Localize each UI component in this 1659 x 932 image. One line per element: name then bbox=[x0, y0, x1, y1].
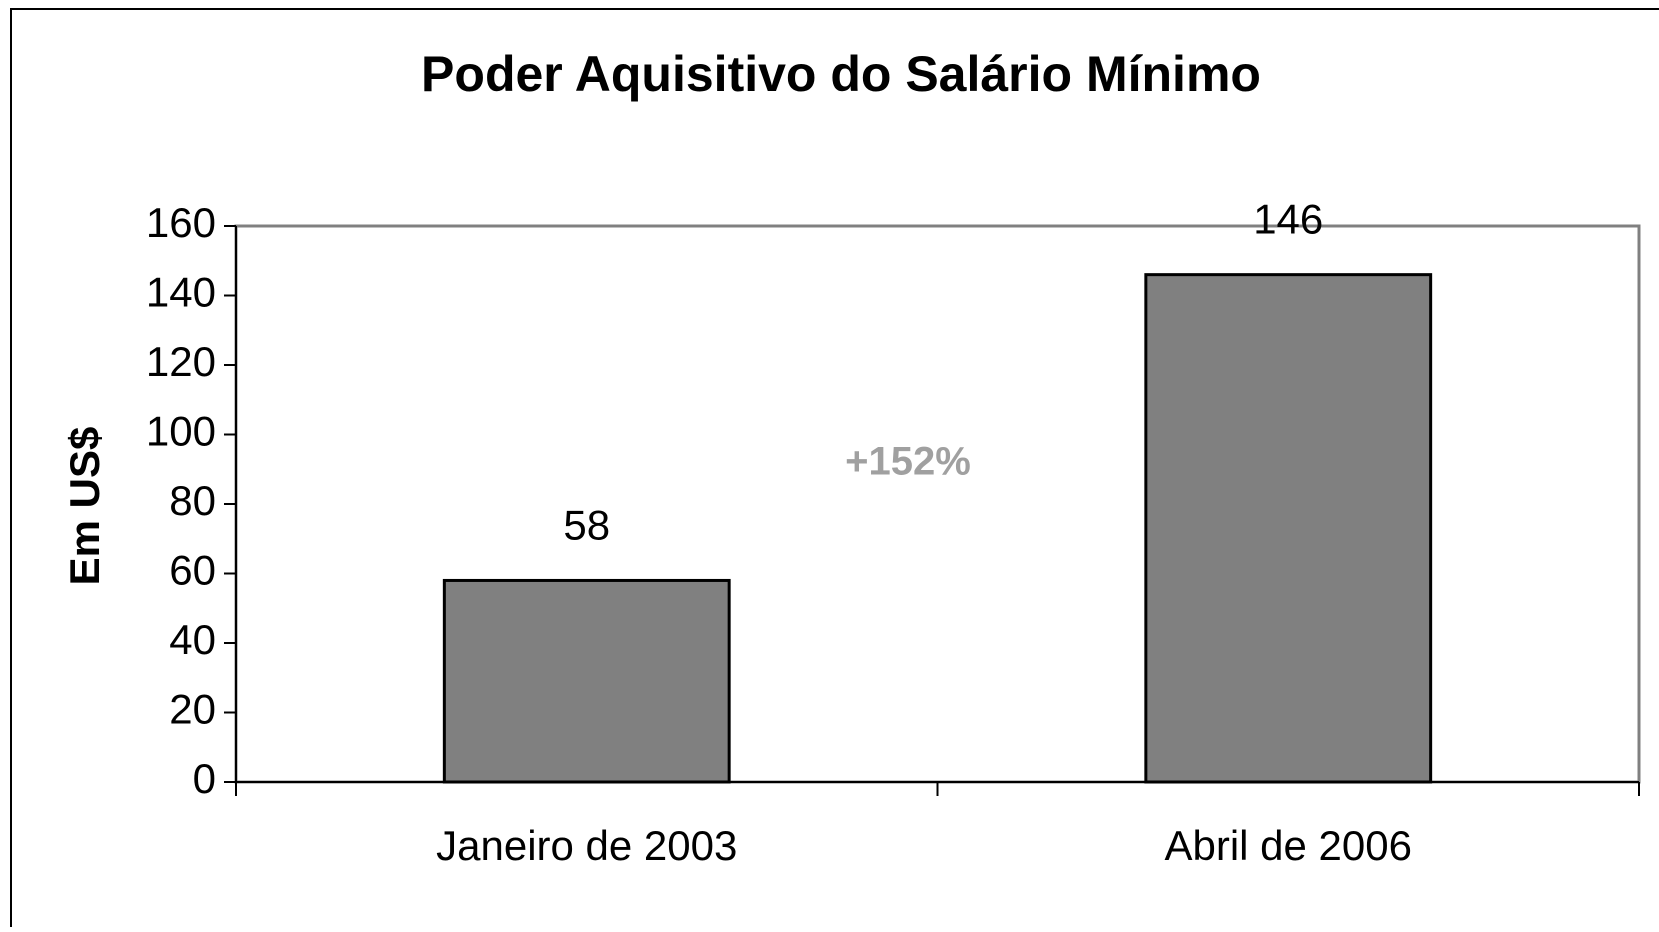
value-label: 58 bbox=[563, 502, 610, 549]
bar bbox=[442, 578, 731, 784]
y-tick-label: 0 bbox=[193, 755, 216, 802]
chart-title: Poder Aquisitivo do Salário Mínimo bbox=[421, 46, 1261, 102]
y-tick-label: 140 bbox=[146, 269, 216, 316]
y-tick-label: 40 bbox=[169, 616, 216, 663]
bar bbox=[1144, 273, 1433, 784]
y-tick-label: 100 bbox=[146, 408, 216, 455]
y-tick-label: 120 bbox=[146, 338, 216, 385]
annotation: +152% bbox=[845, 440, 971, 484]
y-tick-label: 20 bbox=[169, 686, 216, 733]
x-tick-label: Janeiro de 2003 bbox=[436, 822, 737, 869]
x-tick-label: Abril de 2006 bbox=[1164, 822, 1412, 869]
y-tick-label: 160 bbox=[146, 199, 216, 246]
value-label: 146 bbox=[1253, 196, 1323, 243]
y-axis-label: Em US$ bbox=[61, 427, 108, 586]
y-tick-label: 60 bbox=[169, 547, 216, 594]
y-tick-label: 80 bbox=[169, 477, 216, 524]
